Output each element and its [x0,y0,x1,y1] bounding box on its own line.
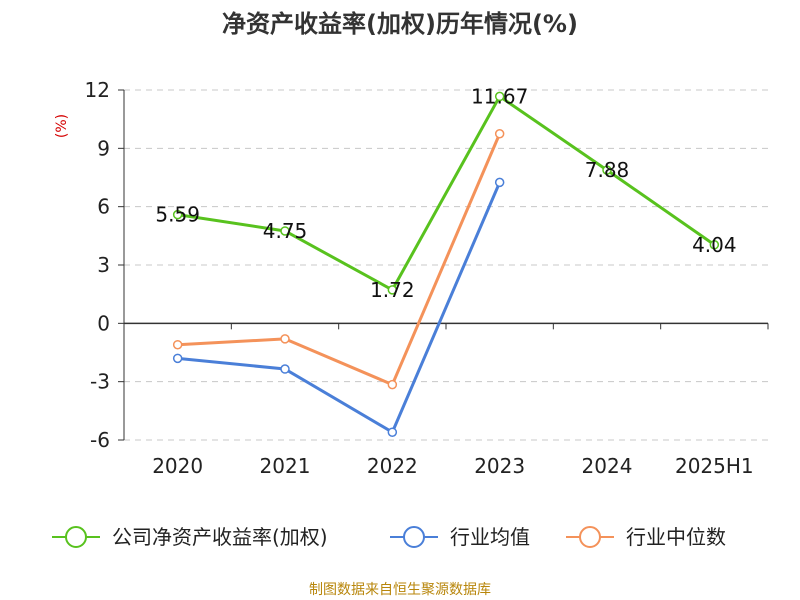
data-label: 1.72 [370,278,415,302]
series [172,91,720,437]
chart-title: 净资产收益率(加权)历年情况(%) [222,10,578,38]
series-1-point [494,177,505,188]
legend-label-0: 公司净资产收益率(加权) [112,525,328,549]
series-0-point [709,240,720,250]
y-tick-label: 0 [97,311,110,335]
x-tick-label: 2022 [367,454,418,478]
series-0-point [494,91,505,102]
series-2-point [172,339,183,350]
data-labels: 5.59 4.75 1.72 11.67 7.88 4.04 [155,84,736,301]
series-0-point [172,209,183,220]
series-0-point [602,165,612,175]
y-tick-label: 3 [97,253,110,277]
data-label: 4.75 [263,219,308,243]
y-tick-label: -3 [90,370,110,394]
series-0-point [280,226,290,236]
legend-marker-1 [403,526,425,548]
series-2-point [280,334,290,344]
series-1-point [387,427,398,437]
legend-marker-0 [65,526,87,548]
data-label: 5.59 [155,203,200,227]
series-2-point [494,129,505,139]
y-tick-label: 6 [97,195,110,219]
data-label: 4.04 [692,233,737,257]
series-line-0 [177,94,716,292]
axes: -6 -3 0 3 6 9 12 2020 2021 2022 2023 2024 2025H1 [85,78,769,478]
x-tick-label: 2024 [582,454,633,478]
source-note: 制图数据来自恒生聚源数据库 [309,582,491,598]
x-tick-label: 2023 [474,454,525,478]
data-label: 7.88 [585,158,630,182]
legend: 公司净资产收益率(加权) 行业均值 行业中位数 [52,525,726,549]
y-axis-unit: (%) [54,114,70,138]
legend-label-1: 行业均值 [450,525,530,549]
series-line-1 [177,181,502,434]
legend-label-2: 行业中位数 [626,525,726,549]
series-0-point [387,285,398,295]
y-tick-label: 9 [97,136,110,160]
x-tick-label: 2020 [152,454,203,478]
y-tick-label: 12 [85,78,110,102]
series-1-point [172,353,183,364]
series-1-point [280,364,290,374]
grid [124,89,768,441]
data-label: 11.67 [471,84,528,108]
x-tick-label: 2025H1 [675,454,754,478]
x-tick-label: 2021 [260,454,311,478]
y-tick-label: -6 [90,428,110,452]
series-line-2 [177,133,502,387]
legend-marker-2 [579,526,601,548]
series-2-point [387,379,398,390]
